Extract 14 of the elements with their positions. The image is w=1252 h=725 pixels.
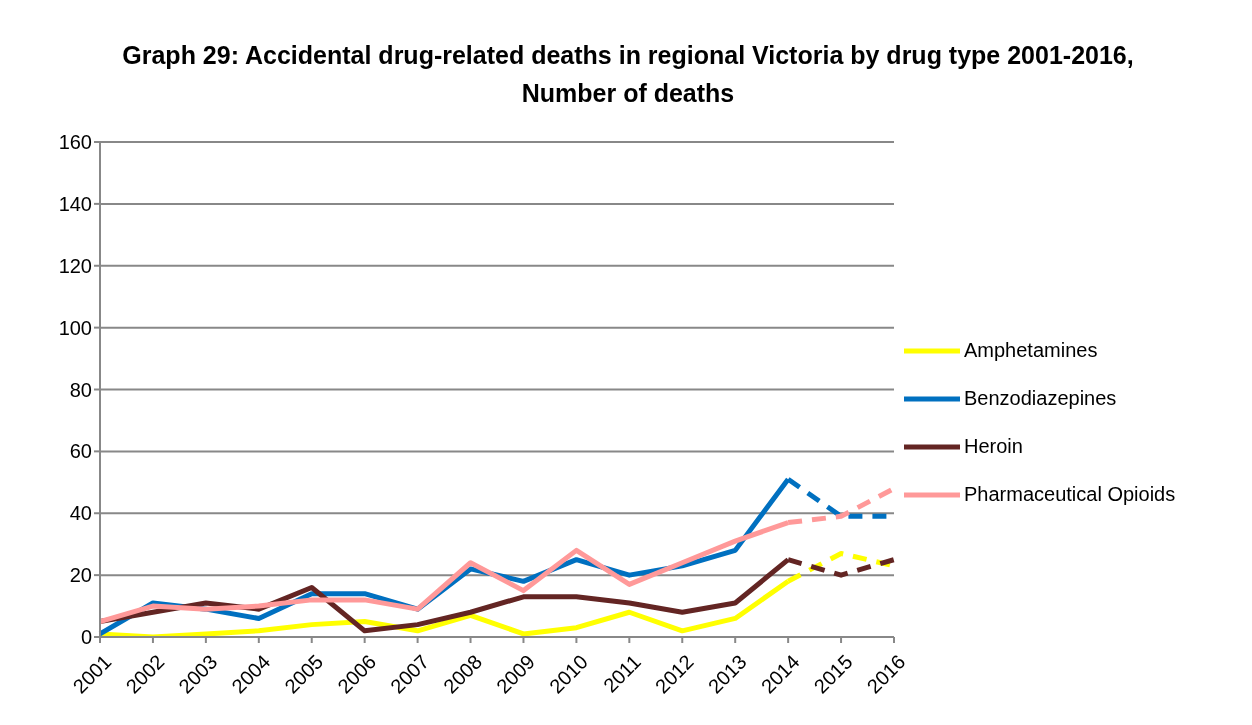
y-tick-label: 20 [69, 564, 92, 587]
y-tick-label: 60 [69, 440, 92, 463]
y-tick-label: 40 [69, 502, 92, 525]
legend-label: Benzodiazepines [964, 387, 1117, 410]
y-tick-label: 0 [80, 626, 92, 649]
chart-title: Graph 29: Accidental drug-related deaths in regional Victoria by drug type 2001-2016, Number of deaths [121, 40, 1135, 109]
legend-label: Pharmaceutical Opioids [964, 483, 1176, 506]
y-tick-label: 160 [58, 131, 92, 154]
y-tick-label: 140 [58, 192, 92, 215]
legend-label: Heroin [964, 435, 1023, 458]
legend-label: Amphetamines [964, 339, 1098, 362]
y-tick-label: 120 [58, 254, 92, 277]
y-tick-label: 100 [58, 316, 92, 339]
y-tick-label: 80 [69, 378, 92, 401]
